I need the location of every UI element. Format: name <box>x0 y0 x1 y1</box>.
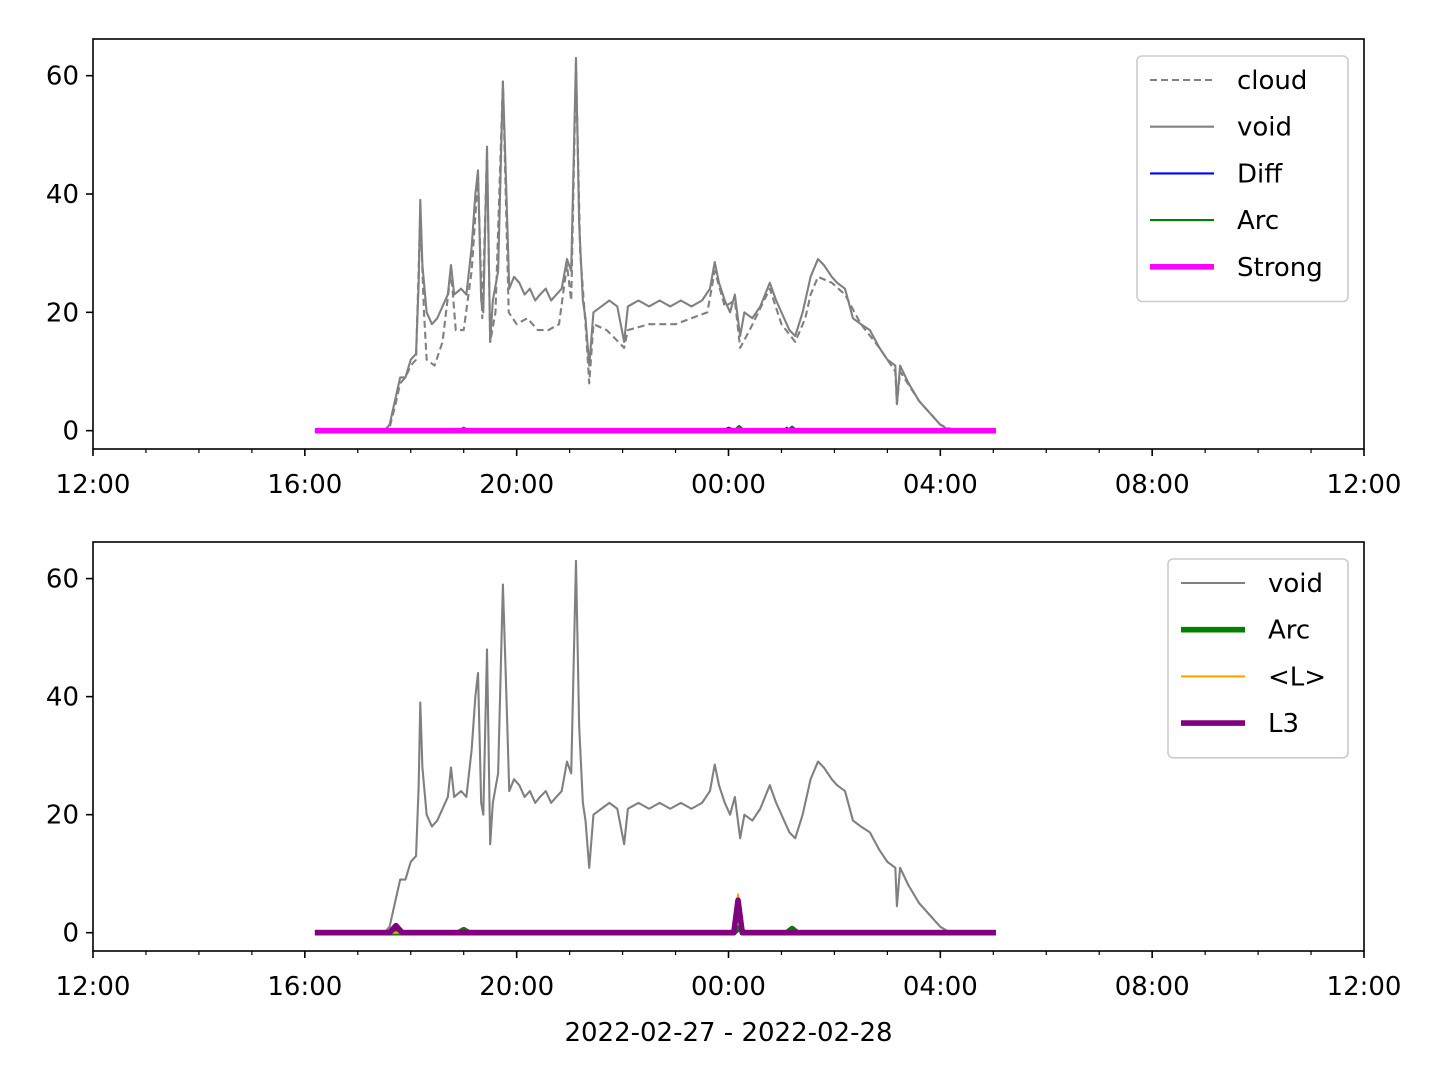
x-tick-label: 12:00 <box>1327 972 1402 1002</box>
x-tick-label: 04:00 <box>903 470 978 500</box>
x-tick-label: 16:00 <box>267 972 342 1002</box>
legend-label: L3 <box>1268 709 1299 739</box>
series-line <box>314 897 996 936</box>
plot-area <box>314 56 996 434</box>
axes-frame <box>92 38 1365 450</box>
legend-label: cloud <box>1237 66 1307 96</box>
y-tick-label: 40 <box>46 180 79 210</box>
x-axis-label: 2022-02-27 - 2022-02-28 <box>564 1018 892 1048</box>
legend-box <box>1167 558 1349 759</box>
x-tick-label: 00:00 <box>691 470 766 500</box>
axes-frame <box>92 541 1365 952</box>
legend-label: Diff <box>1237 159 1283 189</box>
x-tick-label: 12:00 <box>56 470 131 500</box>
x-tick-label: 16:00 <box>267 470 342 500</box>
y-tick-label: 20 <box>46 801 79 831</box>
series-line <box>314 56 996 432</box>
x-tick-label: 20:00 <box>479 470 554 500</box>
y-tick-label: 20 <box>46 298 79 328</box>
legend-label: <L> <box>1268 662 1326 692</box>
legend-label: Arc <box>1237 206 1279 236</box>
x-tick-label: 12:00 <box>56 972 131 1002</box>
x-tick-label: 04:00 <box>903 972 978 1002</box>
y-tick-label: 40 <box>46 683 79 713</box>
legend-box <box>1136 55 1349 303</box>
legend-label: void <box>1237 113 1292 143</box>
x-tick-label: 12:00 <box>1327 470 1402 500</box>
x-tick-label: 08:00 <box>1115 470 1190 500</box>
y-tick-label: 60 <box>46 62 79 92</box>
y-tick-label: 0 <box>62 919 79 949</box>
legend-label: Strong <box>1237 253 1323 283</box>
x-tick-label: 00:00 <box>691 972 766 1002</box>
x-tick-label: 08:00 <box>1115 972 1190 1002</box>
x-tick-label: 20:00 <box>479 972 554 1002</box>
y-tick-label: 60 <box>46 565 79 595</box>
plot-area <box>314 559 996 936</box>
legend-label: Arc <box>1268 616 1310 646</box>
legend-label: void <box>1268 569 1323 599</box>
y-tick-label: 0 <box>62 417 79 447</box>
series-line <box>314 559 996 934</box>
